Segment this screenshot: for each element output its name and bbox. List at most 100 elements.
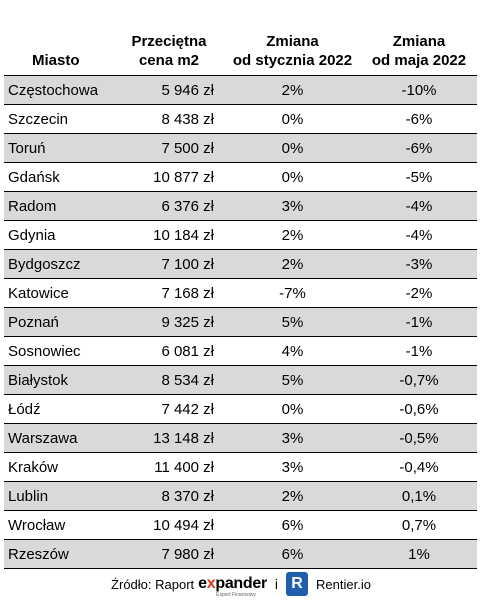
cell-city: Częstochowa — [4, 75, 114, 105]
cell-price: 13 148 zł — [114, 423, 224, 453]
expander-logo-rest: pander — [215, 575, 267, 592]
table-row: Bydgoszcz 7 100 zł 2% -3% — [4, 249, 477, 279]
table-row: Toruń 7 500 zł 0% -6% — [4, 133, 477, 163]
cell-city: Szczecin — [4, 104, 114, 134]
expander-logo-e: e — [198, 575, 207, 592]
cell-change-jan: 2% — [224, 75, 361, 105]
cell-change-may: -10% — [361, 75, 477, 105]
cell-city: Radom — [4, 191, 114, 221]
cell-price: 6 081 zł — [114, 336, 224, 366]
cell-change-may: -1% — [361, 307, 477, 337]
cell-price: 9 325 zł — [114, 307, 224, 337]
cell-change-may: -4% — [361, 191, 477, 221]
cell-price: 7 100 zł — [114, 249, 224, 279]
cell-change-may: -4% — [361, 220, 477, 250]
table-body: Częstochowa 5 946 zł 2% -10% Szczecin 8 438 z… — [4, 75, 477, 569]
cell-city: Warszawa — [4, 423, 114, 453]
cell-change-jan: -7% — [224, 278, 361, 308]
table-row: Sosnowiec 6 081 zł 4% -1% — [4, 336, 477, 366]
cell-price: 10 494 zł — [114, 510, 224, 540]
cell-change-jan: 2% — [224, 481, 361, 511]
cell-city: Toruń — [4, 133, 114, 163]
cell-change-may: -0,5% — [361, 423, 477, 453]
cell-price: 10 184 zł — [114, 220, 224, 250]
cell-change-jan: 3% — [224, 191, 361, 221]
table-row: Gdańsk 10 877 zł 0% -5% — [4, 162, 477, 192]
cell-city: Białystok — [4, 365, 114, 395]
rentier-name: Rentier.io — [316, 576, 371, 592]
cell-price: 11 400 zł — [114, 452, 224, 482]
cell-change-jan: 5% — [224, 307, 361, 337]
cell-city: Wrocław — [4, 510, 114, 540]
cell-city: Katowice — [4, 278, 114, 308]
cell-change-may: 1% — [361, 539, 477, 569]
cell-city: Bydgoszcz — [4, 249, 114, 279]
cell-city: Sosnowiec — [4, 336, 114, 366]
cell-change-may: -6% — [361, 104, 477, 134]
table-row: Katowice 7 168 zł -7% -2% — [4, 278, 477, 308]
cell-price: 8 438 zł — [114, 104, 224, 134]
table-header-row: Miasto Przeciętna cena m2 Zmiana od styc… — [4, 0, 477, 76]
cell-change-jan: 6% — [224, 510, 361, 540]
cell-price: 7 980 zł — [114, 539, 224, 569]
cell-city: Łódź — [4, 394, 114, 424]
cell-change-may: -0,4% — [361, 452, 477, 482]
expander-logo: expander Expert Finansowy — [198, 575, 267, 598]
table-row: Warszawa 13 148 zł 3% -0,5% — [4, 423, 477, 453]
table-row: Gdynia 10 184 zł 2% -4% — [4, 220, 477, 250]
cell-change-may: -3% — [361, 249, 477, 279]
cell-change-jan: 6% — [224, 539, 361, 569]
table-row: Wrocław 10 494 zł 6% 0,7% — [4, 510, 477, 540]
header-city: Miasto — [32, 52, 80, 69]
table-row: Rzeszów 7 980 zł 6% 1% — [4, 539, 477, 569]
cell-change-may: 0,1% — [361, 481, 477, 511]
table-row: Radom 6 376 zł 3% -4% — [4, 191, 477, 221]
header-price-line2: cena m2 — [138, 52, 200, 69]
header-price: Przeciętna cena m2 — [114, 0, 224, 76]
cell-change-may: -0,7% — [361, 365, 477, 395]
cell-city: Kraków — [4, 452, 114, 482]
cell-city: Lublin — [4, 481, 114, 511]
rentier-logo-icon: R — [286, 572, 309, 596]
cell-change-may: 0,7% — [361, 510, 477, 540]
source-separator: i — [274, 576, 279, 592]
header-change-jan-line2: od stycznia 2022 — [232, 52, 353, 69]
cell-change-may: -2% — [361, 278, 477, 308]
table-row: Lublin 8 370 zł 2% 0,1% — [4, 481, 477, 511]
cell-price: 7 168 zł — [114, 278, 224, 308]
cell-price: 7 500 zł — [114, 133, 224, 163]
cell-change-jan: 2% — [224, 249, 361, 279]
expander-logo-x: x — [206, 575, 216, 592]
header-change-may-line1: Zmiana — [392, 33, 446, 50]
table-row: Białystok 8 534 zł 5% -0,7% — [4, 365, 477, 395]
price-table: Miasto Przeciętna cena m2 Zmiana od styc… — [4, 0, 477, 569]
cell-change-may: -0,6% — [361, 394, 477, 424]
cell-change-jan: 0% — [224, 162, 361, 192]
source-prefix: Źródło: Raport — [111, 576, 195, 592]
header-change-jan-line1: Zmiana — [266, 33, 319, 50]
cell-change-jan: 3% — [224, 423, 361, 453]
header-change-may: Zmiana od maja 2022 — [361, 0, 477, 76]
header-change-jan: Zmiana od stycznia 2022 — [224, 0, 361, 76]
cell-change-jan: 0% — [224, 133, 361, 163]
expander-tagline: Expert Finansowy — [216, 592, 256, 598]
header-price-line1: Przeciętna — [131, 33, 207, 50]
cell-price: 8 370 zł — [114, 481, 224, 511]
cell-change-jan: 2% — [224, 220, 361, 250]
cell-change-jan: 0% — [224, 104, 361, 134]
cell-price: 10 877 zł — [114, 162, 224, 192]
cell-change-jan: 5% — [224, 365, 361, 395]
table-row: Szczecin 8 438 zł 0% -6% — [4, 104, 477, 134]
cell-price: 8 534 zł — [114, 365, 224, 395]
table-row: Łódź 7 442 zł 0% -0,6% — [4, 394, 477, 424]
cell-price: 7 442 zł — [114, 394, 224, 424]
price-table-container: Miasto Przeciętna cena m2 Zmiana od styc… — [4, 0, 477, 569]
cell-change-may: -5% — [361, 162, 477, 192]
table-row: Kraków 11 400 zł 3% -0,4% — [4, 452, 477, 482]
table-row: Poznań 9 325 zł 5% -1% — [4, 307, 477, 337]
source-footer: Źródło: Raport expander Expert Finansowy … — [0, 568, 482, 600]
cell-city: Gdańsk — [4, 162, 114, 192]
table-row: Częstochowa 5 946 zł 2% -10% — [4, 75, 477, 105]
cell-change-may: -6% — [361, 133, 477, 163]
cell-change-may: -1% — [361, 336, 477, 366]
